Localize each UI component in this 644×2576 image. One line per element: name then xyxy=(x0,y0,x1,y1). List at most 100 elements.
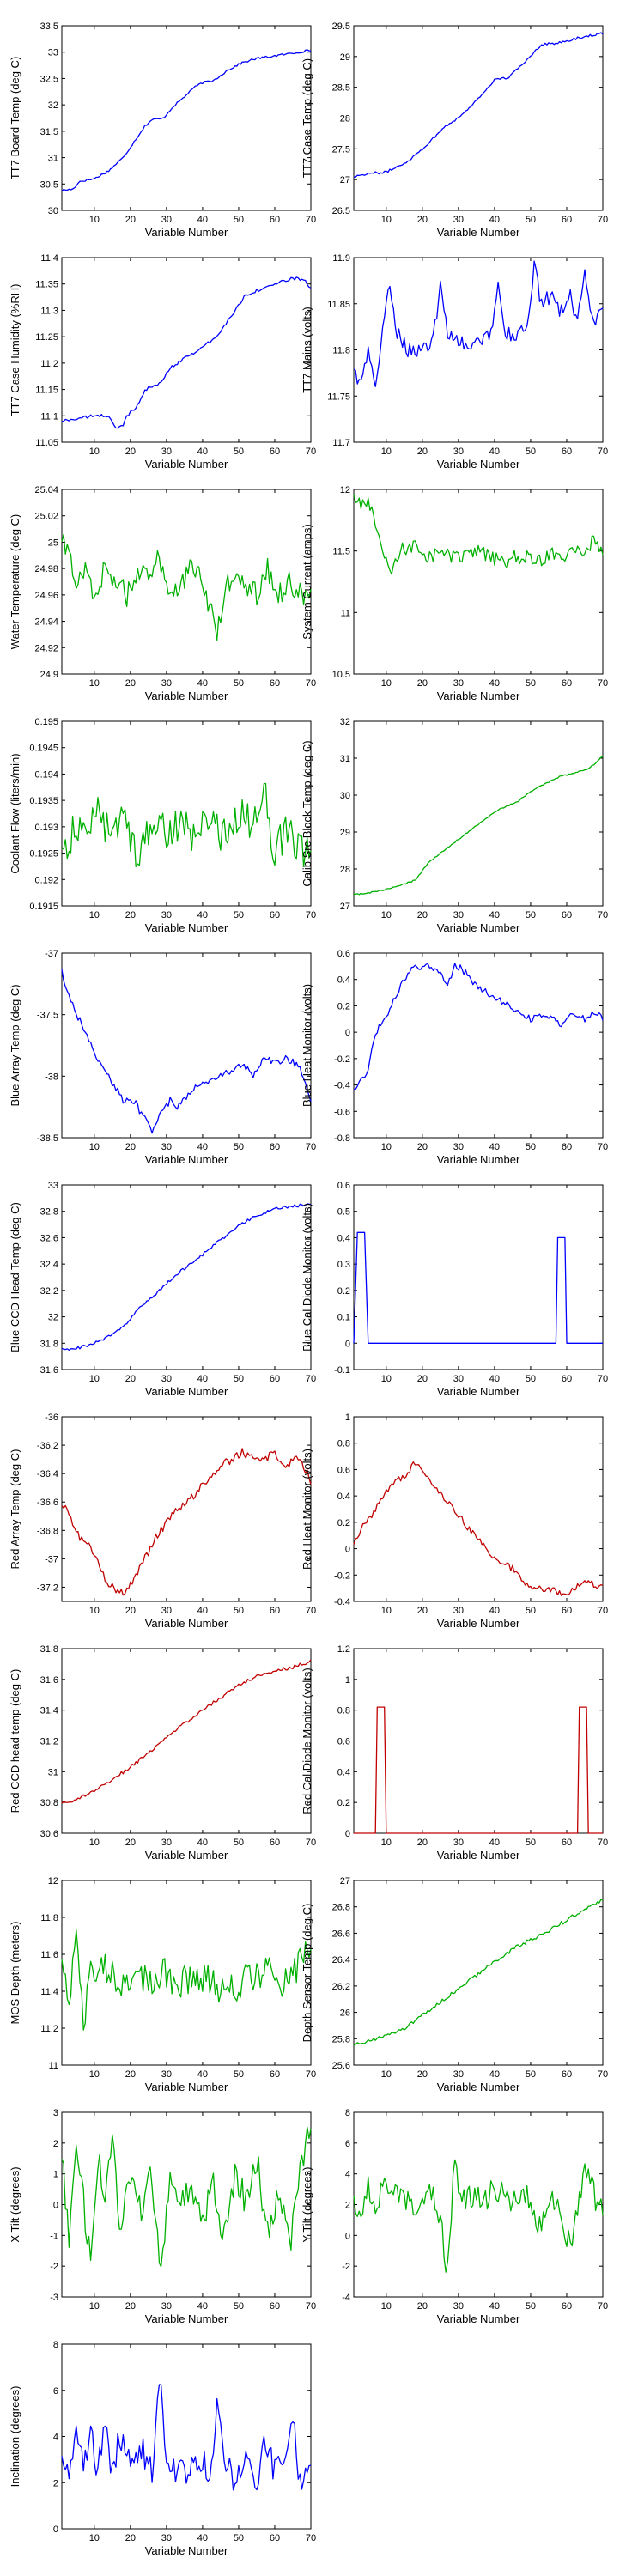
y-axis-label: X Tilt (degrees) xyxy=(9,2166,21,2242)
y-tick-label: 2 xyxy=(53,2478,58,2488)
y-tick-label: 31 xyxy=(48,154,58,164)
plot-frame xyxy=(61,2343,312,2530)
x-axis-label: Variable Number xyxy=(437,226,520,239)
y-tick-label: 0.1935 xyxy=(29,796,58,806)
x-tick-label: 60 xyxy=(562,2069,572,2080)
y-tick-label: 33 xyxy=(48,1181,58,1191)
plot-frame xyxy=(353,1416,604,1602)
x-axis-label: Variable Number xyxy=(437,1153,520,1166)
x-tick-label: 50 xyxy=(234,1606,244,1616)
y-tick-label: 0 xyxy=(53,2524,58,2535)
x-tick-label: 20 xyxy=(125,678,136,689)
x-tick-label: 30 xyxy=(161,447,172,457)
x-tick-label: 70 xyxy=(306,2069,316,2080)
x-tick-label: 50 xyxy=(526,2301,536,2312)
x-tick-label: 70 xyxy=(598,1374,608,1384)
x-tick-label: 70 xyxy=(598,2069,608,2080)
y-tick-label: 25.04 xyxy=(34,485,58,495)
x-axis-label: Variable Number xyxy=(145,1849,228,1862)
y-tick-label: 0.3 xyxy=(337,1260,350,1270)
series-line xyxy=(61,969,312,1134)
x-tick-label: 20 xyxy=(125,1374,136,1384)
y-tick-label: 25 xyxy=(48,538,58,548)
y-tick-label: 26.2 xyxy=(332,1982,350,1992)
x-tick-label: 10 xyxy=(89,2069,100,2080)
x-tick-label: 30 xyxy=(453,1142,464,1152)
y-tick-label: 30.8 xyxy=(40,1798,58,1808)
y-tick-label: 33.5 xyxy=(40,21,58,32)
x-tick-label: 10 xyxy=(381,678,392,689)
y-tick-label: 6 xyxy=(53,2386,58,2397)
y-tick-label: 11.25 xyxy=(35,332,58,343)
x-tick-label: 50 xyxy=(526,215,536,225)
y-tick-label: 30.6 xyxy=(40,1829,58,1839)
x-axis-label: Variable Number xyxy=(145,921,228,934)
y-tick-label: 32.8 xyxy=(40,1207,58,1218)
y-tick-label: 0.193 xyxy=(34,823,58,833)
y-tick-label: 11 xyxy=(341,608,350,618)
y-tick-label: 0.4 xyxy=(337,1492,350,1502)
x-tick-label: 50 xyxy=(526,1838,536,1848)
x-tick-label: 70 xyxy=(598,215,608,225)
y-tick-label: -37.5 xyxy=(37,1011,58,1021)
y-tick-label: 25.6 xyxy=(332,2061,350,2071)
y-tick-label: 32 xyxy=(48,1313,58,1323)
y-axis-label: TT7 Mains (volts) xyxy=(301,307,313,392)
x-tick-label: 60 xyxy=(270,447,280,457)
y-tick-label: 29.5 xyxy=(332,21,350,32)
y-tick-label: 0.1945 xyxy=(29,744,58,754)
chart-panel: 10 20 30 40 50 60 70 0 2 4 6 8 Variable Number Inclin… xyxy=(9,2340,316,2557)
y-tick-label: 0.6 xyxy=(337,1737,350,1747)
y-tick-label: -0.4 xyxy=(334,1081,350,1091)
y-tick-label: 2 xyxy=(345,2201,350,2211)
x-tick-label: 30 xyxy=(453,215,464,225)
series-line xyxy=(61,1203,312,1352)
x-axis-label: Variable Number xyxy=(437,2081,520,2093)
y-axis-label: MOS Depth (meters) xyxy=(9,1922,21,2025)
y-axis-label: Blue Array Temp (deg C) xyxy=(9,984,21,1106)
x-tick-label: 10 xyxy=(381,215,392,225)
chart-panel: 10 20 30 40 50 60 70 10.5 11 11.5 12 Variable Numbe… xyxy=(301,485,608,702)
x-tick-label: 30 xyxy=(161,1838,172,1848)
x-tick-label: 70 xyxy=(598,447,608,457)
series-line xyxy=(61,2126,312,2268)
series-line xyxy=(61,2384,312,2491)
y-tick-label: 28 xyxy=(340,114,350,125)
chart-panel: 10 20 30 40 50 60 70 11 11.2 11.4 11.6 11.8 12 Variab… xyxy=(9,1876,316,2093)
y-tick-label: 0 xyxy=(345,1028,350,1038)
x-tick-label: 10 xyxy=(89,2301,100,2312)
y-tick-label: 31.6 xyxy=(40,1675,58,1686)
x-tick-label: 40 xyxy=(197,2533,208,2543)
plot-frame xyxy=(61,25,312,211)
y-tick-label: -0.8 xyxy=(334,1133,350,1144)
y-axis-label: Inclination (degrees) xyxy=(9,2386,21,2488)
series-line xyxy=(353,1899,604,2046)
plot-frame xyxy=(61,257,312,443)
plot-frame xyxy=(353,25,604,211)
x-tick-label: 20 xyxy=(417,678,428,689)
y-tick-label: -0.2 xyxy=(334,1054,350,1065)
chart-panel: 10 20 30 40 50 60 70 0 0.2 0.4 0.6 0.8 1 1.2 Variable … xyxy=(301,1644,608,1862)
y-tick-label: 0.2 xyxy=(337,1001,350,1012)
y-tick-label: 24.96 xyxy=(34,591,58,601)
series-line xyxy=(61,1448,312,1596)
y-tick-label: 11.75 xyxy=(327,392,350,402)
y-tick-label: 2 xyxy=(53,2139,58,2149)
chart-panel: 10 20 30 40 50 60 70 -0.1 0 0.1 0.2 0.3 0.4 0.5 0.6 Var… xyxy=(301,1181,608,1398)
x-tick-label: 60 xyxy=(270,910,280,920)
x-tick-label: 70 xyxy=(598,1606,608,1616)
y-tick-label: -37 xyxy=(45,949,58,959)
x-axis-label: Variable Number xyxy=(437,921,520,934)
plot-frame xyxy=(353,1648,604,1834)
y-axis-label: Blue Cal Diode Monitor (volts) xyxy=(301,1203,313,1352)
y-tick-label: 28 xyxy=(340,865,350,875)
y-tick-label: 26.8 xyxy=(332,1903,350,1913)
x-tick-label: 10 xyxy=(89,1142,100,1152)
x-tick-label: 70 xyxy=(598,1838,608,1848)
x-tick-label: 30 xyxy=(453,1838,464,1848)
y-tick-label: -1 xyxy=(50,2231,58,2241)
y-tick-label: 24.94 xyxy=(34,617,58,628)
x-tick-label: 70 xyxy=(306,1142,316,1152)
x-tick-label: 10 xyxy=(381,2301,392,2312)
